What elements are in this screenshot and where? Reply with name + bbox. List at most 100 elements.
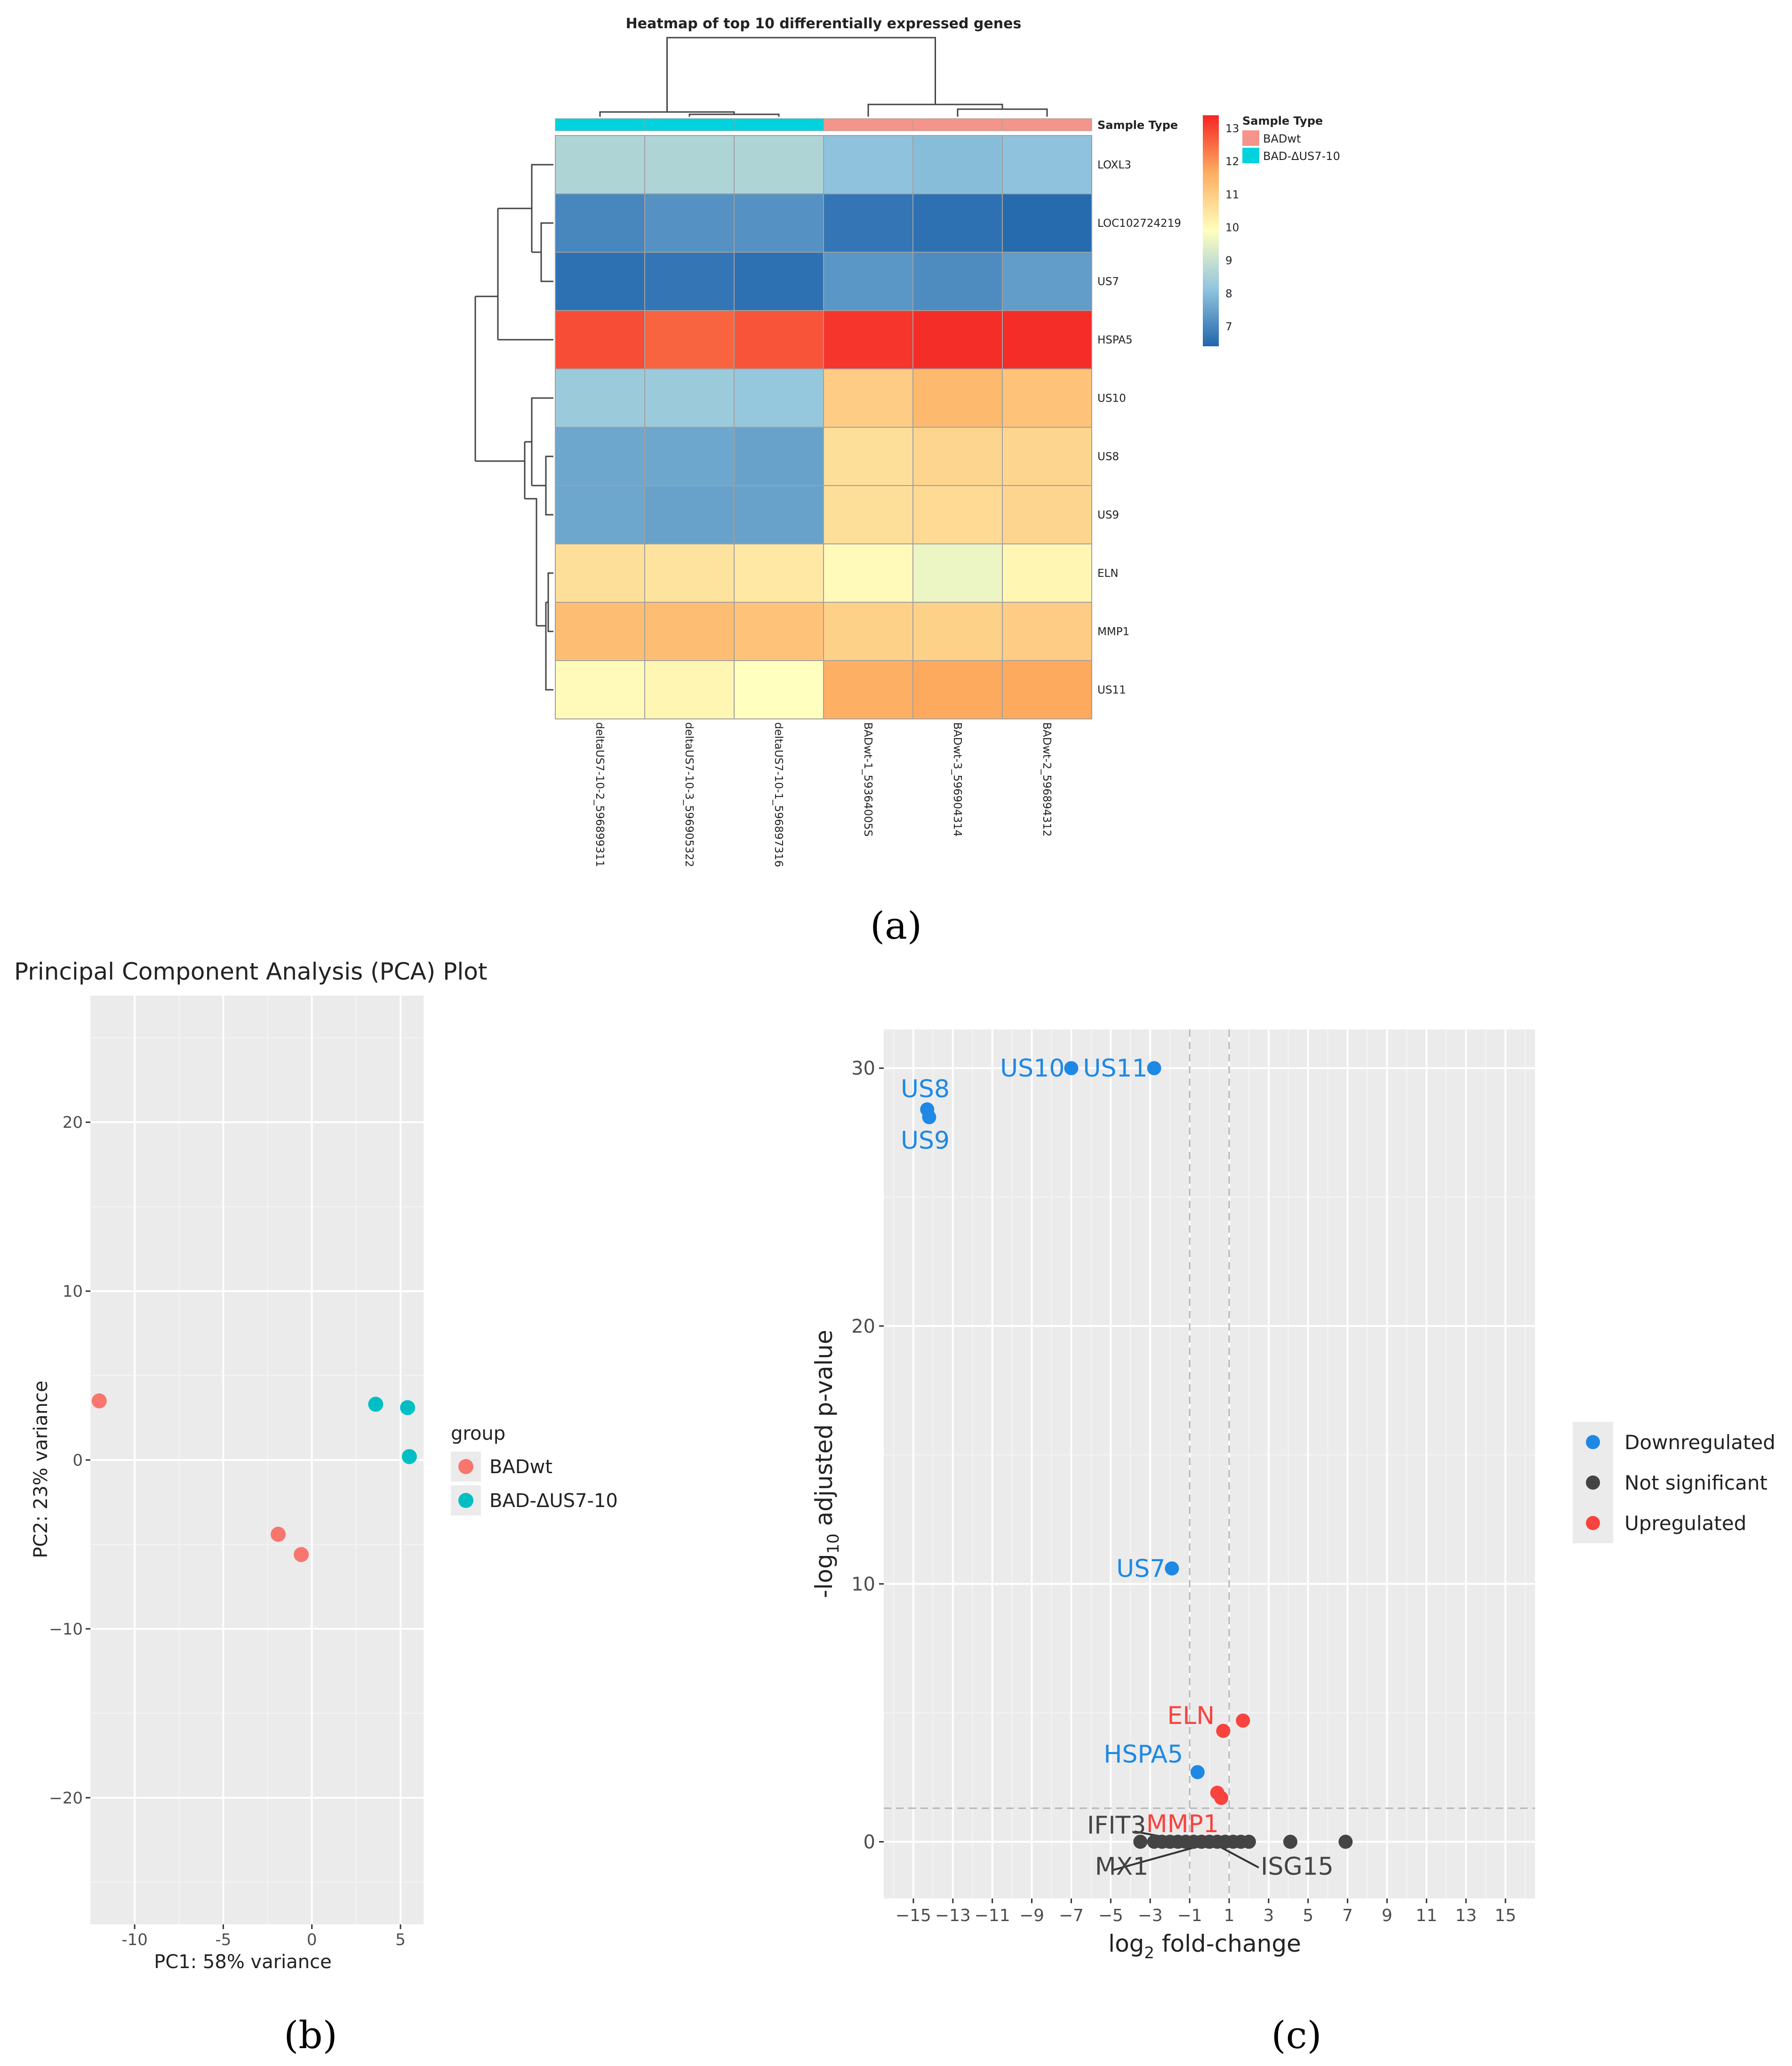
heatmap-cell [1002,193,1092,253]
heatmap-cell [912,485,1003,544]
gene-label: ISG15 [1261,1852,1334,1881]
panel-b-caption: (b) [284,2013,337,2057]
heatmap-cell [644,602,735,661]
heatmap-cell [555,368,645,428]
panel-c-caption: (c) [1271,2013,1321,2057]
pca-y-tick-label: −20 [49,1789,83,1808]
heatmap-cell [912,602,1003,661]
annotation-cell [823,118,913,131]
heatmap-cell [644,427,735,486]
volcano-x-tick-label: 9 [1382,1906,1392,1925]
heatmap-cell [823,660,913,719]
row-label: LOXL3 [1097,159,1131,171]
pca-point [294,1547,309,1562]
row-dendrogram [474,164,553,691]
heatmap-cell [823,485,913,544]
heatmap-cell [555,427,645,486]
colorbar-tick-label: 8 [1225,288,1232,300]
volcano-x-tick-label: 1 [1224,1906,1234,1925]
column-label: deltaUS7-10-1_596897316 [772,722,784,867]
heatmap-cell [1002,368,1092,428]
heatmap-cell [912,135,1003,194]
heatmap-cell [734,485,824,544]
gene-label: US8 [901,1075,950,1103]
colorbar-tick-label: 11 [1225,189,1239,201]
pca-legend-dot [458,1493,473,1508]
pca-legend-title: group [451,1423,505,1444]
gene-label: MMP1 [1146,1810,1219,1838]
row-label: US8 [1097,451,1119,463]
pca-x-tick-label: -10 [121,1930,148,1949]
pca-y-tick-label: −10 [49,1620,83,1639]
annotation-cell [1002,118,1092,131]
volcano-point [1133,1835,1148,1849]
volcano-dense-cluster [1154,1835,1249,1848]
row-dendrogram-branch [525,498,537,626]
row-dendrogram-branch [545,602,553,691]
colorbar [1203,115,1219,346]
heatmap-cell [912,427,1003,486]
heatmap-cell [823,310,913,369]
heatmap-cell [912,193,1003,253]
heatmap-cell [555,543,645,603]
column-label: BADwt-2_596894312 [1040,722,1053,837]
heatmap-cell [823,368,913,428]
row-label: US9 [1097,509,1119,521]
pca-point [271,1526,286,1542]
heatmap-cell [823,427,913,486]
volcano-x-tick-label: 3 [1263,1906,1274,1925]
pca-x-tick-label: 5 [395,1930,406,1949]
heatmap-cell [644,135,735,194]
annotation-cell [555,118,645,131]
heatmap-cell [823,135,913,194]
column-dendrogram-branch [666,37,936,112]
heatmap-cell [555,252,645,311]
legend-swatch [1242,130,1259,146]
row-label: ELN [1097,567,1119,580]
heatmap-cell [1002,485,1092,544]
volcano-point [1165,1561,1179,1576]
panel-a-caption: (a) [870,904,922,948]
heatmap-cell [912,660,1003,719]
heatmap-cell [555,602,645,661]
annotation-cell [912,118,1003,131]
volcano-x-tick-label: −1 [1177,1906,1202,1925]
heatmap-cell [644,252,735,311]
column-label: BADwt-3_596904314 [951,722,963,837]
volcano-legend-dot [1586,1516,1600,1530]
pca-title: Principal Component Analysis (PCA) Plot [14,958,487,985]
heatmap-cell [644,485,735,544]
annotation-label: Sample Type [1097,119,1178,132]
volcano-point [1064,1061,1079,1076]
pca-point [400,1400,416,1415]
gene-label: MX1 [1095,1852,1149,1881]
pca-x-tick-label: 0 [307,1930,317,1949]
legend-swatch [1242,148,1259,163]
pca-point [368,1396,384,1412]
row-label: LOC102724219 [1097,217,1181,230]
heatmap-cell [734,193,824,253]
pca-y-tick-label: 20 [63,1113,83,1132]
volcano-y-tick-label: 0 [864,1831,875,1853]
heatmap-cell [912,252,1003,311]
heatmap-cell [1002,543,1092,603]
volcano-x-tick-label: −5 [1098,1906,1123,1925]
volcano-x-tick-label: 13 [1455,1906,1477,1925]
heatmap-cell [555,310,645,369]
volcano-point [1214,1791,1229,1805]
volcano-point [1338,1835,1353,1849]
volcano-y-tick-label: 30 [851,1058,875,1079]
heatmap-cell [823,193,913,253]
heatmap-panel: Heatmap of top 10 differentially express… [474,16,1340,867]
pca-x-tick-label: -5 [215,1930,231,1949]
gene-label: ELN [1167,1702,1215,1730]
heatmap-cell [734,602,824,661]
heatmap-cell [734,252,824,311]
heatmap-cell [1002,660,1092,719]
volcano-legend-label: Upregulated [1624,1512,1746,1535]
volcano-legend-dot [1586,1476,1600,1490]
heatmap-cell [734,135,824,194]
colorbar-tick-label: 9 [1225,255,1232,267]
heatmap-cell [1002,135,1092,194]
